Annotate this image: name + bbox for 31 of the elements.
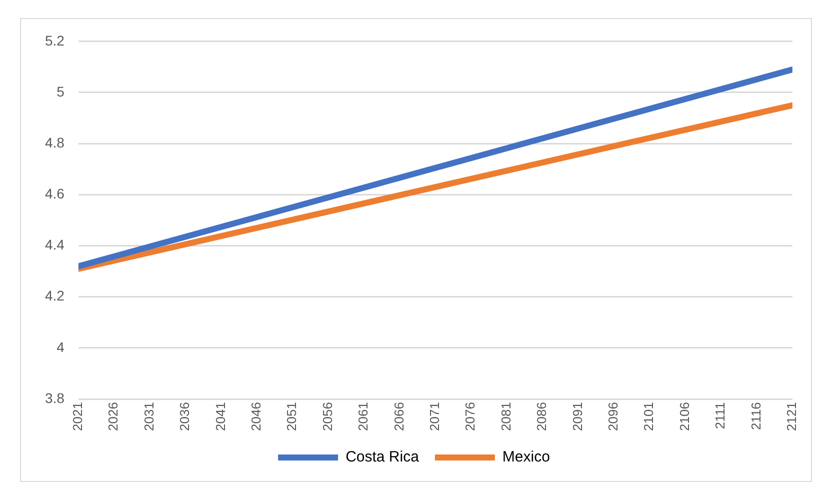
x-tick-label: 2026: [106, 402, 121, 431]
x-tick-label: 2076: [462, 402, 478, 431]
x-tick-label: 2096: [605, 402, 620, 431]
x-tick-label: 2101: [641, 402, 656, 431]
y-tick-label: 4: [56, 338, 65, 355]
x-tick-label: 2111: [712, 402, 728, 430]
x-tick-label: 2031: [141, 402, 156, 431]
x-tick-label: 2081: [498, 402, 514, 431]
x-tick-label: 2046: [248, 402, 264, 431]
x-tick-label: 2106: [676, 402, 692, 431]
x-tick-label: 2051: [284, 402, 300, 431]
y-tick-label: 4.8: [44, 134, 65, 150]
y-tick-label: 3.8: [44, 390, 65, 406]
x-tick-label: 2086: [534, 402, 550, 431]
x-tick-label: 2091: [570, 402, 585, 431]
y-tick-label: 5: [56, 83, 65, 100]
x-tick-label: 2116: [748, 402, 764, 430]
x-tick-label: 2061: [356, 402, 371, 431]
x-tick-label: 2066: [391, 402, 406, 431]
x-tick-label: 2021: [70, 402, 86, 431]
x-tick-label: 2041: [212, 402, 228, 431]
y-tick-label: 4.6: [44, 186, 65, 202]
y-tick-label: 4.4: [44, 236, 65, 253]
y-tick-label: 4.2: [44, 288, 65, 304]
legend-label: Mexico: [502, 448, 550, 466]
x-tick-label: 2056: [320, 402, 335, 431]
legend-label: Costa Rica: [346, 448, 420, 466]
x-tick-label: 2071: [427, 402, 442, 431]
x-tick-label: 2036: [177, 402, 192, 431]
x-tick-label: 2121: [784, 402, 799, 431]
y-tick-label: 5.2: [44, 32, 65, 48]
